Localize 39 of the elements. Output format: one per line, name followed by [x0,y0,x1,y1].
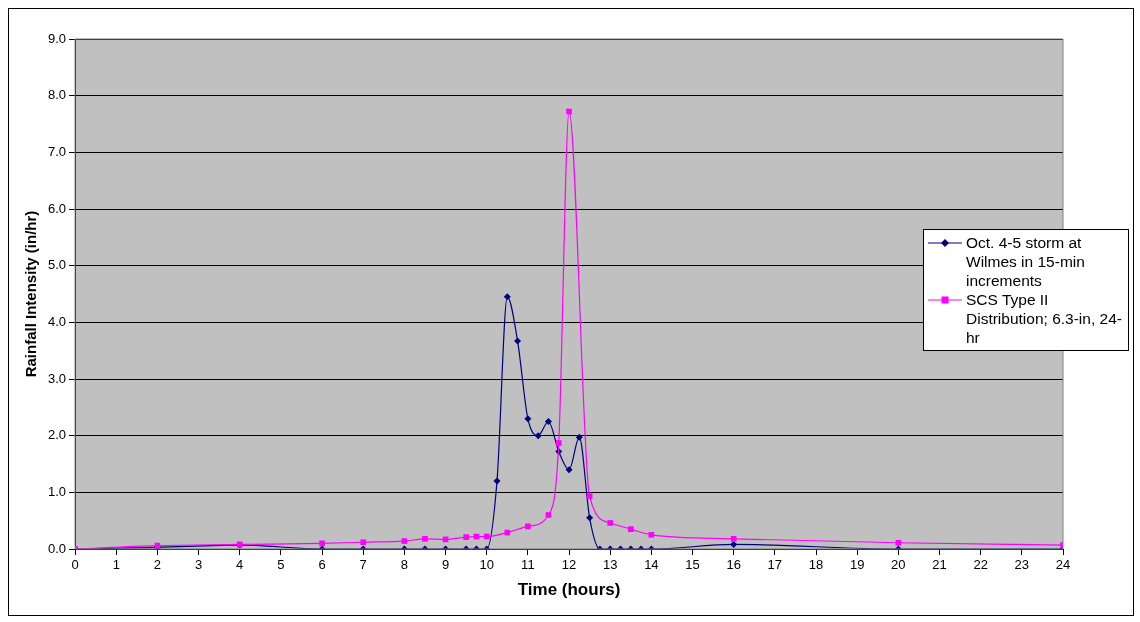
x-tick-label: 0 [71,557,79,573]
x-tick-label: 15 [685,557,700,573]
x-tick-label: 1 [112,557,120,573]
x-tick-label: 5 [277,557,285,573]
x-tick-label: 18 [808,557,824,573]
y-tick-label: 7.0 [47,143,67,159]
x-tick-label: 4 [236,557,244,573]
y-tick-label: 6.0 [47,200,67,216]
y-tick-label: 4.0 [47,313,67,329]
x-tick-label: 23 [1014,557,1030,573]
y-tick-label: 2.0 [47,427,67,443]
x-tick-label: 17 [767,557,783,573]
x-tick-label: 22 [973,557,988,573]
x-tick-label: 11 [521,557,535,573]
x-tick-label: 16 [726,557,741,573]
legend-label: Oct. 4-5 storm at Wilmes in 15-min increments [966,233,1086,290]
x-tick-label: 24 [1055,557,1071,573]
x-tick-label: 6 [318,557,326,573]
y-axis-title: Rainfall Intensity (in/hr) [22,210,40,378]
x-tick-label: 13 [602,557,618,573]
y-tick-label: 5.0 [47,257,67,273]
x-tick-label: 20 [891,557,906,573]
x-tick-label: 14 [644,557,659,573]
x-tick-label: 21 [932,557,947,573]
x-tick-label: 19 [849,557,865,573]
y-tick-label: 9.0 [47,30,67,46]
x-tick-label: 9 [441,557,450,573]
x-tick-label: 12 [561,557,577,573]
y-tick-label: 1.0 [47,483,67,499]
x-axis-title: Time (hours) [517,580,621,600]
x-tick-label: 10 [479,557,494,573]
x-tick-label: 7 [359,557,367,573]
y-tick-label: 8.0 [47,87,67,103]
y-tick-label: 0.0 [47,540,67,556]
y-tick-label: 3.0 [47,370,67,386]
x-tick-label: 8 [400,557,408,573]
legend-label: SCS Type II Distribution; 6.3-in, 24-hr [966,290,1123,347]
x-tick-label: 3 [194,557,203,573]
x-tick-label: 2 [153,557,162,573]
